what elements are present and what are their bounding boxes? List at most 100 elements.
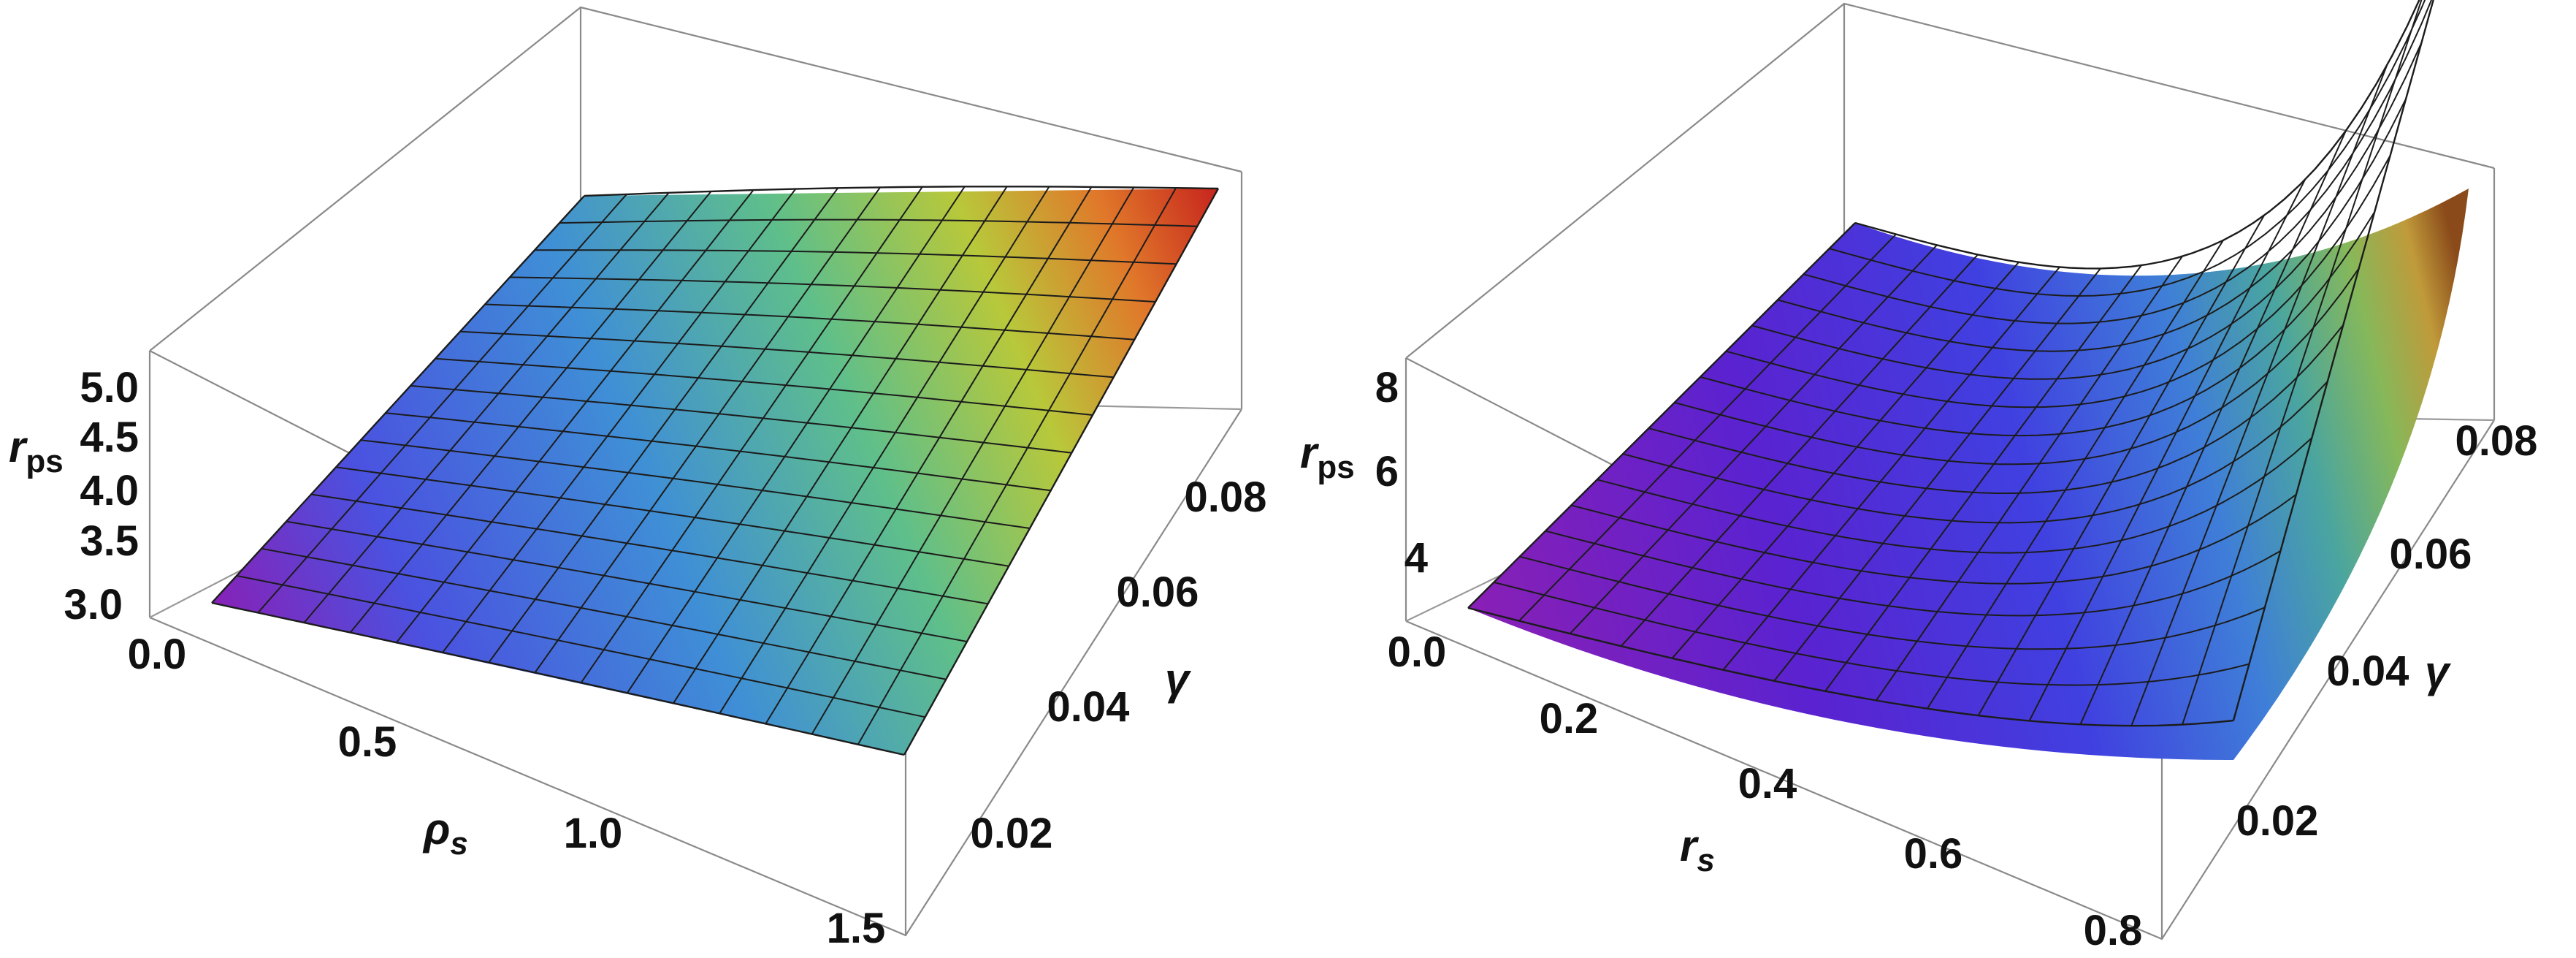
mesh-line-x bbox=[1620, 254, 1979, 647]
mesh-line-y bbox=[1854, 0, 2420, 270]
x-axis-label: ρs bbox=[422, 805, 468, 862]
z-axis-label-main: r bbox=[1300, 428, 1320, 477]
mesh-line-y bbox=[261, 547, 947, 680]
y-axis-right: 0.02 0.04 0.06 0.08 γ bbox=[2236, 417, 2538, 845]
mesh-line-x bbox=[1518, 233, 1897, 622]
x-axis-label-main: r bbox=[1680, 821, 1700, 870]
mesh-line-x bbox=[1671, 261, 2019, 659]
mesh-line-y bbox=[1467, 607, 2234, 727]
mesh-line-x bbox=[1926, 239, 2224, 710]
mesh-line-y bbox=[509, 276, 1156, 303]
z-tick-label: 3.5 bbox=[80, 517, 139, 565]
x-tick-label: 0.6 bbox=[1904, 830, 1963, 878]
mesh-line-x bbox=[765, 186, 1093, 725]
mesh-line-y bbox=[1596, 437, 2313, 554]
mesh-line-y bbox=[335, 466, 1010, 567]
y-tick-label: 0.02 bbox=[2236, 797, 2319, 845]
z-tick-label: 8 bbox=[1375, 364, 1399, 411]
mesh-line-y bbox=[1493, 581, 2250, 686]
mesh-line-y bbox=[286, 520, 968, 642]
x-tick-label: 1.5 bbox=[827, 905, 886, 952]
x-axis-label-sub: s bbox=[1697, 843, 1714, 878]
mesh-line-y bbox=[1725, 154, 2391, 408]
y-tick-label: 0.06 bbox=[1117, 569, 1199, 616]
surface-mesh-right bbox=[1467, 0, 2434, 727]
mesh-line-x bbox=[303, 191, 670, 624]
mesh-line-x bbox=[673, 186, 1008, 704]
mesh-line-x bbox=[719, 186, 1050, 715]
mesh-line-x bbox=[442, 188, 797, 653]
z-tick-label: 6 bbox=[1375, 448, 1399, 495]
z-axis-label-sub: ps bbox=[1317, 449, 1354, 485]
mesh-line-y bbox=[385, 412, 1052, 492]
mesh-line-x bbox=[2130, 64, 2388, 727]
mesh-line-x bbox=[349, 190, 712, 634]
x-axis-left: 0.0 0.5 1.0 1.5 ρs bbox=[128, 631, 886, 952]
z-axis-right: 4 6 8 rps bbox=[1300, 364, 1428, 582]
x-tick-label: 1.0 bbox=[564, 810, 623, 857]
mesh-line-x bbox=[2232, 0, 2434, 721]
surface-plot-right: 4 6 8 rps 0.0 0.2 0.4 0.6 0.8 rs 0.02 0.… bbox=[1300, 0, 2537, 954]
mesh-line-x bbox=[903, 188, 1220, 756]
mesh-line-y bbox=[1570, 493, 2297, 585]
mesh-line-y bbox=[211, 601, 905, 756]
x-axis-label: rs bbox=[1680, 821, 1715, 878]
box-bottom-right bbox=[1405, 419, 2495, 940]
mesh-line-x bbox=[534, 186, 882, 674]
mesh-line-x bbox=[580, 186, 923, 684]
mesh-line-x bbox=[257, 193, 627, 614]
z-axis-left: 3.0 3.5 4.0 4.5 5.0 rps bbox=[9, 364, 139, 628]
mesh-line-x bbox=[1569, 244, 1938, 635]
z-axis-label-sub: ps bbox=[26, 444, 63, 479]
z-tick-label: 5.0 bbox=[80, 364, 139, 411]
mesh-line-y bbox=[1622, 381, 2328, 524]
mesh-line-x bbox=[1722, 266, 2060, 671]
mesh-line-x bbox=[2182, 0, 2423, 726]
y-tick-label: 0.08 bbox=[1185, 474, 1267, 521]
z-axis-label: rps bbox=[1300, 428, 1355, 485]
x-axis-label-sub: s bbox=[450, 826, 467, 862]
mesh-line-x bbox=[1467, 222, 1856, 609]
mesh-line-y bbox=[1518, 555, 2266, 650]
x-axis-label-main: ρ bbox=[422, 805, 450, 854]
surface-plot-left: 3.0 3.5 4.0 4.5 5.0 rps 0.0 0.5 1.0 1.5 … bbox=[9, 6, 1267, 952]
surface-patch-right bbox=[1468, 189, 2469, 760]
x-tick-label: 0.8 bbox=[2084, 907, 2143, 954]
x-tick-label: 0.4 bbox=[1738, 760, 1797, 807]
y-axis-left: 0.02 0.04 0.06 0.08 γ bbox=[971, 474, 1267, 857]
mesh-line-y bbox=[1828, 0, 2426, 297]
mesh-line-y bbox=[435, 357, 1093, 416]
y-tick-label: 0.08 bbox=[2455, 417, 2538, 465]
x-tick-label: 0.0 bbox=[1388, 628, 1447, 676]
mesh-line-y bbox=[410, 384, 1073, 454]
mesh-line-y bbox=[1545, 530, 2282, 617]
mesh-line-y bbox=[459, 330, 1115, 379]
mesh-line-x bbox=[1773, 267, 2101, 682]
y-axis-label: γ bbox=[2425, 647, 2452, 696]
mesh-line-y bbox=[360, 439, 1031, 529]
mesh-line-x bbox=[2079, 129, 2347, 726]
mesh-line-x bbox=[488, 187, 839, 664]
mesh-line-x bbox=[2028, 178, 2306, 722]
y-tick-label: 0.04 bbox=[1047, 683, 1130, 731]
mesh-line-y bbox=[1648, 324, 2344, 494]
z-axis-label-main: r bbox=[9, 422, 28, 471]
mesh-line-x bbox=[1977, 214, 2265, 717]
z-tick-label: 3.0 bbox=[64, 581, 123, 628]
x-tick-label: 0.5 bbox=[338, 718, 397, 766]
z-tick-label: 4.5 bbox=[80, 414, 139, 461]
mesh-line-y bbox=[559, 218, 1199, 227]
mesh-line-x bbox=[395, 189, 754, 644]
mesh-line-x bbox=[626, 186, 966, 694]
x-tick-label: 0.0 bbox=[128, 631, 187, 678]
mesh-line-y bbox=[1751, 98, 2407, 380]
y-tick-label: 0.02 bbox=[971, 810, 1053, 857]
mesh-line-x bbox=[857, 187, 1177, 745]
z-axis-label: rps bbox=[9, 422, 64, 479]
y-tick-label: 0.04 bbox=[2327, 647, 2409, 695]
y-tick-label: 0.06 bbox=[2390, 531, 2472, 578]
z-tick-label: 4 bbox=[1404, 534, 1428, 582]
mesh-line-x bbox=[211, 195, 585, 604]
y-axis-label: γ bbox=[1165, 655, 1192, 704]
z-tick-label: 4.0 bbox=[80, 467, 139, 514]
